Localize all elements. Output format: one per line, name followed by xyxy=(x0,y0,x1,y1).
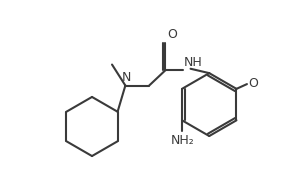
Text: NH: NH xyxy=(184,56,202,69)
Text: NH₂: NH₂ xyxy=(171,134,195,147)
Text: N: N xyxy=(121,71,131,84)
Text: O: O xyxy=(167,28,177,41)
Text: O: O xyxy=(248,77,258,90)
